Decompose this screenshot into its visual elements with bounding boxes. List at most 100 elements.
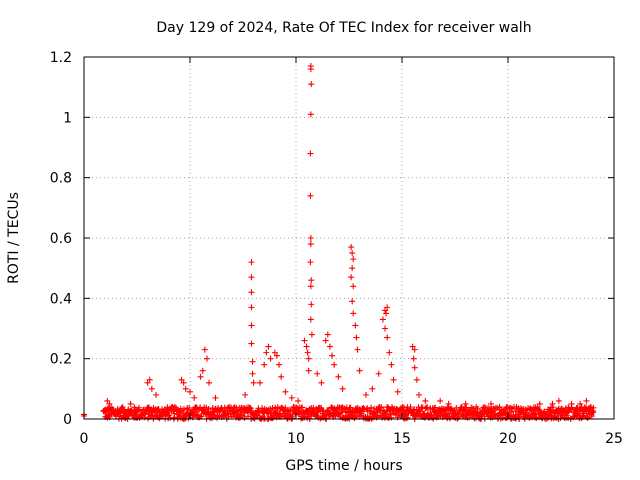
data-point-band <box>274 407 281 414</box>
data-point <box>352 322 359 329</box>
data-point-band <box>247 405 254 412</box>
data-point <box>248 274 255 281</box>
y-tick-label: 0 <box>63 412 72 428</box>
x-tick-label: 15 <box>393 431 411 447</box>
data-point <box>411 346 418 353</box>
data-point-band <box>136 404 143 411</box>
x-tick-label: 5 <box>186 431 195 447</box>
data-point <box>304 349 311 356</box>
data-point <box>267 355 274 362</box>
data-points <box>81 63 597 422</box>
data-point <box>104 397 111 404</box>
data-point <box>307 241 314 248</box>
data-point <box>248 304 255 311</box>
data-point <box>307 150 314 157</box>
data-point <box>349 250 356 257</box>
data-point <box>288 394 295 401</box>
data-point <box>182 385 189 392</box>
data-point <box>206 379 213 386</box>
x-tick-label: 25 <box>605 431 623 447</box>
data-point <box>148 385 155 392</box>
data-point <box>307 316 314 323</box>
data-point <box>248 289 255 296</box>
data-point <box>248 259 255 266</box>
data-point <box>382 325 389 332</box>
data-point-band <box>540 409 547 416</box>
data-point <box>390 376 397 383</box>
data-point-band <box>185 415 192 422</box>
data-point <box>348 274 355 281</box>
data-point <box>583 397 590 404</box>
data-point-band <box>186 404 193 411</box>
data-point <box>308 301 315 308</box>
grid <box>84 57 614 419</box>
data-point-band <box>241 415 248 422</box>
data-point <box>144 379 151 386</box>
data-point <box>369 385 376 392</box>
x-tick-label: 10 <box>287 431 305 447</box>
data-point <box>127 400 134 407</box>
data-point <box>356 367 363 374</box>
data-point <box>384 304 391 311</box>
data-point <box>354 346 361 353</box>
data-point <box>146 376 153 383</box>
data-point <box>305 367 312 374</box>
data-point-band <box>428 412 435 419</box>
y-tick-label: 0.2 <box>50 352 72 368</box>
data-point <box>339 385 346 392</box>
data-point <box>276 361 283 368</box>
data-point <box>301 337 308 344</box>
data-point <box>307 283 314 290</box>
data-point <box>349 298 356 305</box>
data-point <box>384 334 391 341</box>
data-point-band <box>322 415 329 422</box>
data-point <box>415 391 422 398</box>
data-point-band <box>590 409 597 416</box>
data-point-band <box>466 408 473 415</box>
x-tick-label: 20 <box>499 431 517 447</box>
data-point <box>379 316 386 323</box>
data-point <box>422 397 429 404</box>
data-point <box>473 403 480 410</box>
data-point <box>307 192 314 199</box>
data-point <box>350 256 357 263</box>
data-point <box>308 331 315 338</box>
data-point <box>587 403 594 410</box>
data-point-band <box>425 412 432 419</box>
data-point <box>295 397 302 404</box>
data-point <box>375 370 382 377</box>
data-point <box>308 277 315 284</box>
data-point <box>382 307 389 314</box>
data-point <box>386 349 393 356</box>
data-point <box>305 355 312 362</box>
data-point <box>191 394 198 401</box>
data-point-band <box>301 414 308 421</box>
data-point <box>513 403 520 410</box>
data-point <box>153 391 160 398</box>
data-point <box>278 373 285 380</box>
data-point <box>201 346 208 353</box>
chart-title: Day 129 of 2024, Rate Of TEC Index for r… <box>156 20 531 36</box>
data-point <box>322 337 329 344</box>
data-point <box>248 322 255 329</box>
data-point-band <box>361 406 368 413</box>
data-point <box>549 400 556 407</box>
data-point <box>203 355 210 362</box>
data-point-band <box>144 405 151 412</box>
data-point <box>106 400 113 407</box>
data-point-band <box>341 405 348 412</box>
axis-ticks: 0 5 10 15 20 25 0 0.2 0.4 0.6 0.8 1 1.2 <box>50 50 623 447</box>
data-point <box>577 400 584 407</box>
data-point <box>250 379 257 386</box>
data-point-band <box>481 404 488 411</box>
data-point-band <box>588 413 595 420</box>
data-point <box>555 397 562 404</box>
data-point-band <box>119 403 126 410</box>
data-point <box>437 397 444 404</box>
data-point <box>409 343 416 350</box>
data-point <box>350 283 357 290</box>
data-point <box>178 376 185 383</box>
data-point <box>265 343 272 350</box>
data-point <box>536 400 543 407</box>
